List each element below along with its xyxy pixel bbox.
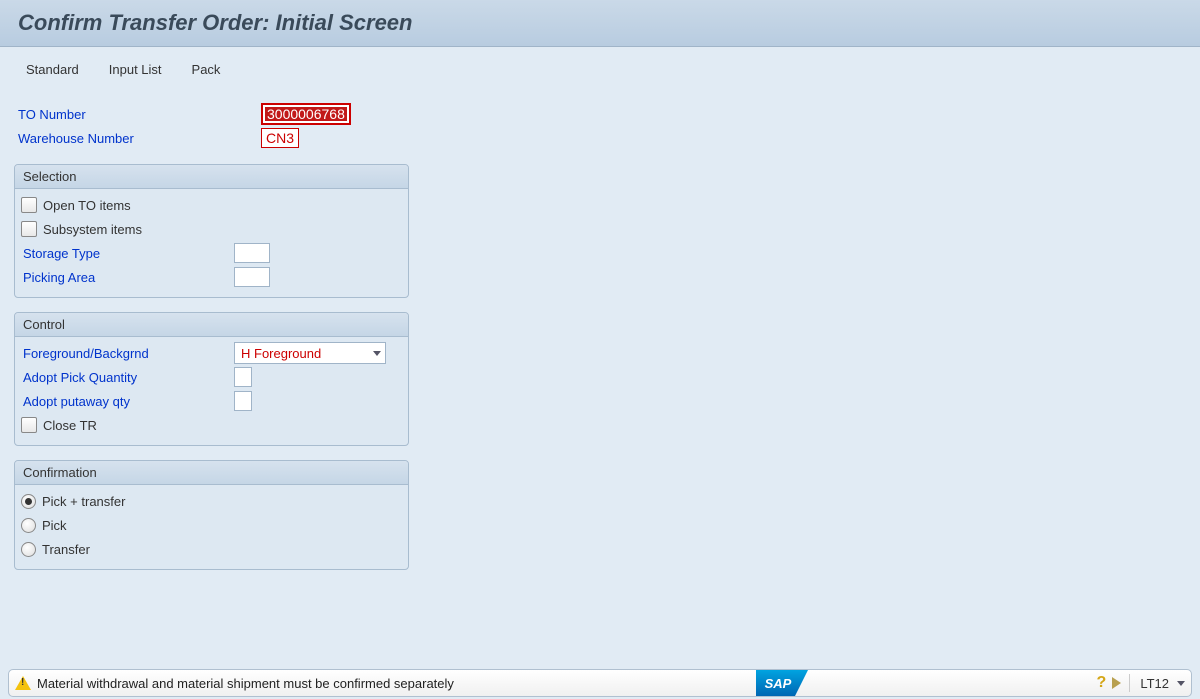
- status-right: ? LT12: [1097, 674, 1185, 692]
- pick-transfer-label: Pick + transfer: [42, 494, 125, 509]
- fg-bg-dropdown[interactable]: H Foreground: [234, 342, 386, 364]
- title-bar: Confirm Transfer Order: Initial Screen: [0, 0, 1200, 47]
- transfer-radio[interactable]: [21, 542, 36, 557]
- control-group: Control Foreground/Backgrnd H Foreground…: [14, 312, 409, 446]
- close-tr-label: Close TR: [43, 418, 97, 433]
- selection-title: Selection: [15, 165, 408, 189]
- warehouse-row: Warehouse Number CN3: [14, 126, 1186, 150]
- toolbar: Standard Input List Pack: [0, 47, 1200, 86]
- separator: [1129, 674, 1130, 692]
- to-number-input[interactable]: 3000006768: [261, 103, 351, 125]
- adopt-putaway-qty-input[interactable]: [234, 391, 252, 411]
- open-to-items-label: Open TO items: [43, 198, 131, 213]
- pick-radio[interactable]: [21, 518, 36, 533]
- fg-bg-label: Foreground/Backgrnd: [21, 346, 216, 361]
- toolbar-input-list[interactable]: Input List: [101, 59, 170, 80]
- adopt-pick-qty-label: Adopt Pick Quantity: [21, 370, 216, 385]
- pick-label: Pick: [42, 518, 67, 533]
- picking-area-input[interactable]: [234, 267, 270, 287]
- fg-bg-value: H Foreground: [241, 346, 321, 361]
- adopt-putaway-qty-label: Adopt putaway qty: [21, 394, 216, 409]
- confirmation-title: Confirmation: [15, 461, 408, 485]
- to-number-label: TO Number: [14, 107, 219, 122]
- open-to-items-checkbox[interactable]: [21, 197, 37, 213]
- toolbar-pack[interactable]: Pack: [184, 59, 229, 80]
- storage-type-input[interactable]: [234, 243, 270, 263]
- sap-logo-text: SAP: [756, 670, 808, 696]
- form-area: TO Number 3000006768 Warehouse Number CN…: [0, 86, 1200, 578]
- warning-icon: [15, 676, 31, 690]
- picking-area-label: Picking Area: [21, 270, 216, 285]
- close-tr-checkbox[interactable]: [21, 417, 37, 433]
- adopt-pick-qty-input[interactable]: [234, 367, 252, 387]
- confirmation-group: Confirmation Pick + transfer Pick Transf…: [14, 460, 409, 570]
- control-title: Control: [15, 313, 408, 337]
- page-title: Confirm Transfer Order: Initial Screen: [18, 10, 1182, 36]
- help-icon[interactable]: ?: [1097, 674, 1107, 692]
- to-number-row: TO Number 3000006768: [14, 102, 1186, 126]
- status-bar: Material withdrawal and material shipmen…: [8, 669, 1192, 697]
- storage-type-label: Storage Type: [21, 246, 216, 261]
- toolbar-standard[interactable]: Standard: [18, 59, 87, 80]
- chevron-down-icon: [373, 351, 381, 356]
- warehouse-input[interactable]: CN3: [261, 128, 299, 148]
- status-message: Material withdrawal and material shipmen…: [37, 676, 454, 691]
- transfer-label: Transfer: [42, 542, 90, 557]
- tcode-label[interactable]: LT12: [1138, 676, 1171, 691]
- warehouse-label: Warehouse Number: [14, 131, 219, 146]
- pick-transfer-radio[interactable]: [21, 494, 36, 509]
- subsystem-items-checkbox[interactable]: [21, 221, 37, 237]
- subsystem-items-label: Subsystem items: [43, 222, 142, 237]
- sap-logo: SAP: [756, 670, 808, 696]
- play-icon[interactable]: [1112, 677, 1121, 689]
- selection-group: Selection Open TO items Subsystem items …: [14, 164, 409, 298]
- chevron-down-icon[interactable]: [1177, 681, 1185, 686]
